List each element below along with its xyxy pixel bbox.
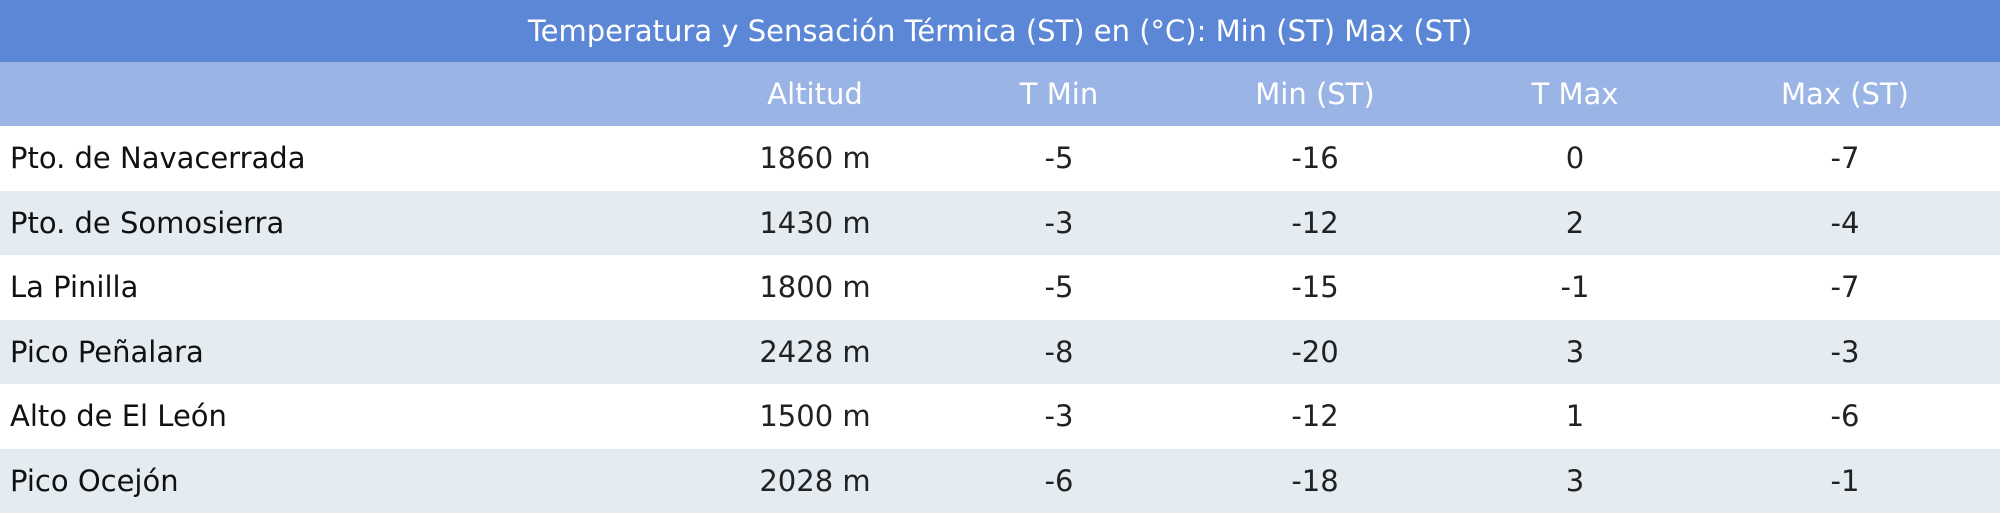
table-cell: -16 — [1291, 141, 1339, 175]
table-cell: 2428 m — [759, 334, 871, 369]
table-row: La Pinilla 1800 m -5 -15 -1 -7 — [0, 255, 2000, 319]
table-cell: 1800 m — [759, 270, 871, 304]
table-row: Pico Ocejón 2028 m -6 -18 3 -1 — [0, 448, 2000, 513]
header-row: Altitud T Min Min (ST) T Max Max (ST) — [0, 62, 2000, 126]
table-row: Pto. de Navacerrada 1860 m -5 -16 0 -7 — [0, 126, 2000, 190]
column-header: T Max — [1531, 77, 1619, 111]
table-cell: -7 — [1830, 270, 1860, 304]
table-cell: -18 — [1291, 463, 1339, 498]
table-cell: -7 — [1830, 141, 1860, 175]
station-name: Pto. de Somosierra — [10, 205, 285, 240]
station-name: Pico Peñalara — [10, 334, 204, 369]
table-cell: 1 — [1565, 399, 1585, 433]
table-cell: -1 — [1830, 463, 1860, 498]
column-header: Altitud — [767, 77, 863, 111]
table-row: Pto. de Somosierra 1430 m -3 -12 2 -4 — [0, 190, 2000, 255]
table-cell: 2028 m — [759, 463, 871, 498]
column-header: Max (ST) — [1781, 77, 1909, 111]
table-cell: 1500 m — [759, 399, 871, 433]
table-cell: 1860 m — [759, 141, 871, 175]
table-cell: -3 — [1044, 205, 1074, 240]
table-cell: 0 — [1565, 141, 1585, 175]
column-header: T Min — [1019, 77, 1099, 111]
table-cell: -12 — [1291, 399, 1339, 433]
column-header: Min (ST) — [1255, 77, 1375, 111]
table-cell: -20 — [1291, 334, 1339, 369]
table-cell: 1430 m — [759, 205, 871, 240]
table-cell: -3 — [1830, 334, 1860, 369]
station-name: Pto. de Navacerrada — [10, 141, 306, 175]
table-row: Alto de El León 1500 m -3 -12 1 -6 — [0, 384, 2000, 448]
station-name: Pico Ocejón — [10, 463, 179, 498]
table-cell: 3 — [1565, 334, 1585, 369]
table-cell: -1 — [1560, 270, 1590, 304]
table-cell: -8 — [1044, 334, 1074, 369]
table-cell: -3 — [1044, 399, 1074, 433]
table-row: Pico Peñalara 2428 m -8 -20 3 -3 — [0, 319, 2000, 384]
table-cell: 2 — [1565, 205, 1585, 240]
table-cell: -15 — [1291, 270, 1339, 304]
station-name: La Pinilla — [10, 270, 139, 304]
table-cell: -6 — [1044, 463, 1074, 498]
table-cell: 3 — [1565, 463, 1585, 498]
table-cell: -12 — [1291, 205, 1339, 240]
table-title: Temperatura y Sensación Térmica (ST) en … — [0, 0, 2000, 62]
station-name: Alto de El León — [10, 399, 227, 433]
table-cell: -6 — [1830, 399, 1860, 433]
table-cell: -5 — [1044, 141, 1074, 175]
table-cell: -4 — [1830, 205, 1860, 240]
table-cell: -5 — [1044, 270, 1074, 304]
